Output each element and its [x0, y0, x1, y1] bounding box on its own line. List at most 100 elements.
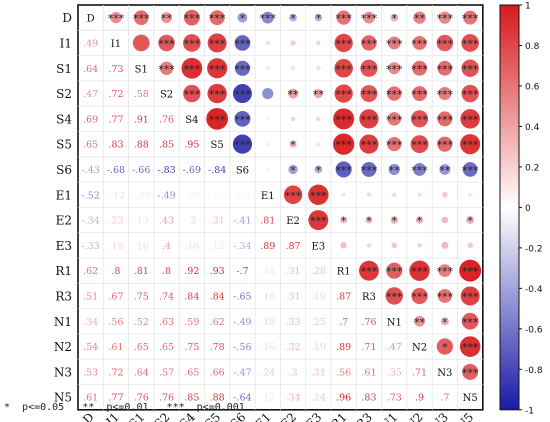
correlation-value-label: .75	[134, 291, 149, 302]
correlation-circle	[387, 36, 401, 50]
row-label: N1	[54, 315, 72, 329]
significance-stars: ***	[158, 63, 175, 76]
correlation-circle	[438, 264, 452, 278]
significance-stars: *	[467, 215, 473, 228]
correlation-circle	[361, 35, 377, 51]
significance-stars: ***	[361, 113, 378, 126]
correlation-circle	[438, 87, 452, 101]
diagonal-label: S4	[185, 115, 198, 126]
correlation-circle	[361, 162, 377, 177]
correlation-value-label: .62	[83, 266, 98, 277]
correlation-circle	[387, 112, 402, 126]
row-label: D	[62, 11, 72, 25]
correlation-circle	[316, 141, 321, 147]
correlation-circle	[234, 110, 251, 127]
correlation-value-label: .85	[159, 140, 174, 151]
significance-stars: ***	[411, 290, 428, 303]
correlation-circle	[333, 108, 355, 130]
colorbar-tick-label: 0	[525, 204, 531, 214]
correlation-value-label: .47	[387, 342, 402, 353]
correlation-value-label: .18	[260, 317, 275, 328]
colorbar-tick-label: 1	[525, 2, 531, 12]
correlation-circle	[462, 363, 479, 380]
correlation-circle	[442, 192, 448, 198]
correlation-circle	[462, 162, 478, 177]
significance-stars: ***	[386, 37, 403, 50]
significance-stars: ***	[411, 37, 428, 50]
correlation-value-label: .35	[387, 367, 402, 378]
correlation-value-label: .16	[184, 241, 199, 252]
correlation-circle	[461, 312, 479, 330]
correlation-circle	[265, 116, 270, 122]
correlation-circle	[316, 66, 321, 71]
correlation-value-label: .16	[260, 291, 275, 302]
significance-stars: ***	[462, 341, 479, 354]
colorbar-tick-label: -1	[525, 406, 534, 416]
correlation-value-label: .89	[260, 241, 275, 252]
correlation-value-label: .87	[285, 241, 300, 252]
correlation-value-label: -.47	[233, 367, 251, 378]
correlation-circle	[161, 12, 172, 24]
column-label: R3	[353, 410, 375, 422]
correlation-value-label: .06	[235, 190, 250, 201]
correlation-value-label: .16	[134, 241, 149, 252]
correlation-circle	[365, 216, 373, 224]
significance-stars: ***	[462, 316, 479, 329]
correlation-value-label: .9	[415, 393, 424, 404]
correlation-circle	[232, 84, 252, 104]
correlation-circle	[183, 84, 201, 103]
significance-stars: **	[414, 316, 426, 329]
significance-stars: ***	[209, 12, 226, 25]
significance-legend: * p<=0.05 ** p<=0.01 *** p<=0.001	[4, 402, 245, 413]
correlation-circle	[340, 242, 347, 249]
correlation-circle	[183, 34, 201, 52]
correlation-circle	[460, 134, 481, 155]
correlation-value-label: .84	[184, 291, 199, 302]
correlation-value-label: -.33	[81, 241, 99, 252]
correlation-value-label: .34	[285, 393, 300, 404]
correlation-value-label: -.34	[81, 216, 99, 227]
correlation-circle	[437, 60, 453, 76]
row-label: S1	[56, 62, 72, 76]
correlation-circle	[441, 241, 449, 249]
correlation-circle	[437, 288, 452, 303]
correlation-circle	[265, 66, 270, 71]
correlation-circle	[441, 216, 449, 224]
row-label: R3	[55, 289, 72, 303]
correlation-circle	[289, 140, 297, 148]
significance-stars: ***	[411, 113, 428, 126]
correlation-value-label: .31	[285, 266, 300, 277]
correlation-value-label: .95	[184, 140, 199, 151]
correlation-value-label: .7	[440, 393, 449, 404]
correlation-value-label: .2	[187, 216, 196, 227]
correlation-circle	[461, 84, 479, 103]
correlation-value-label: .87	[336, 291, 351, 302]
correlation-circle	[460, 109, 480, 129]
column-label: N2	[403, 410, 426, 422]
significance-stars: *	[290, 12, 296, 25]
correlation-value-label: .59	[184, 317, 199, 328]
significance-stars: ***	[184, 37, 201, 50]
significance-stars: *	[392, 215, 398, 228]
significance-stars: ***	[310, 189, 327, 202]
correlation-circle	[366, 192, 372, 197]
correlation-circle	[409, 260, 430, 281]
correlation-value-label: -.49	[233, 317, 251, 328]
correlation-circle	[158, 34, 175, 52]
diagonal-label: R3	[362, 292, 376, 303]
correlation-circle	[436, 338, 453, 355]
significance-stars: ***	[361, 63, 378, 76]
row-label: E3	[56, 239, 72, 253]
correlation-circle	[181, 57, 203, 79]
significance-stars: ***	[462, 164, 479, 177]
correlation-value-label: -.65	[233, 291, 251, 302]
correlation-value-label: .16	[260, 342, 275, 353]
correlation-circle	[413, 163, 426, 176]
correlation-circle	[334, 58, 353, 78]
correlation-value-label: -.84	[208, 165, 226, 176]
correlation-circle	[412, 60, 427, 76]
correlation-circle	[412, 86, 427, 101]
significance-stars: ***	[411, 139, 428, 152]
significance-stars: ***	[285, 189, 302, 202]
significance-stars: ***	[411, 265, 428, 278]
